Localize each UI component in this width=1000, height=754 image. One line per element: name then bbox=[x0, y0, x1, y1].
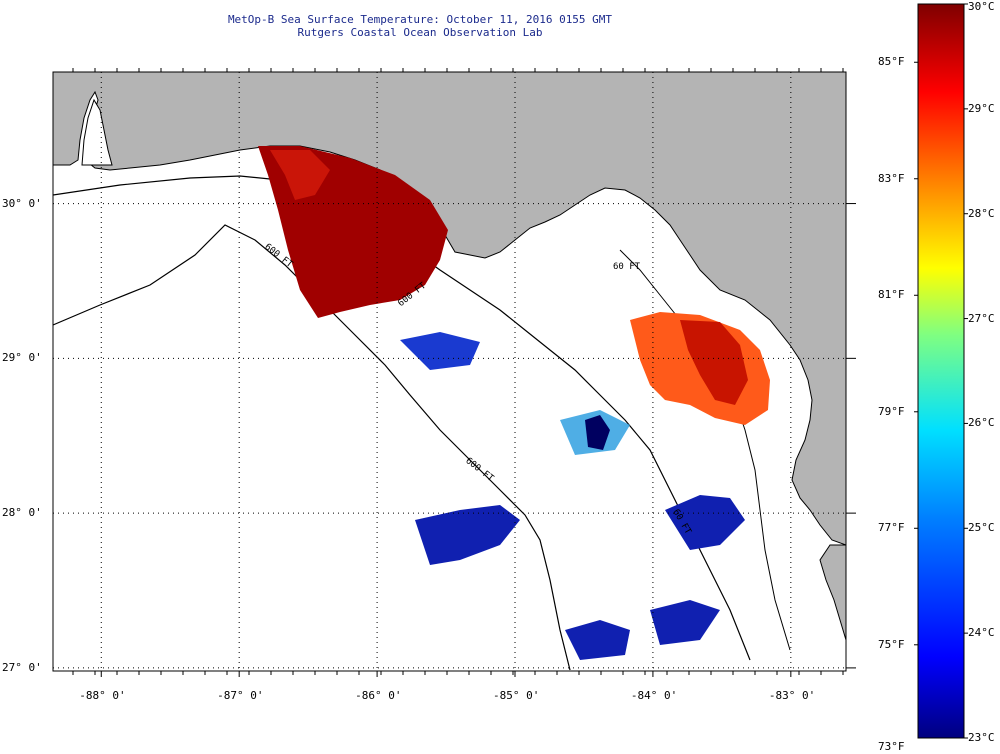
lat-tick-label: 27° 0' bbox=[2, 660, 42, 674]
lon-tick-label: -84° 0' bbox=[630, 689, 678, 702]
frame-ticks bbox=[72, 68, 856, 677]
lat-tick-label: 29° 0' bbox=[2, 351, 42, 365]
contour-label-60ft-1: 60 FT bbox=[613, 262, 641, 272]
colorbar-celsius-label: 30°C bbox=[968, 0, 995, 13]
colorbar-celsius-label: 25°C bbox=[968, 521, 995, 535]
colorbar-fahrenheit-label: 85°F bbox=[878, 55, 905, 69]
map-frame bbox=[52, 71, 847, 672]
colorbar-celsius-label: 28°C bbox=[968, 206, 995, 220]
contour-600ft bbox=[53, 224, 571, 671]
colorbar-celsius-label: 26°C bbox=[968, 416, 995, 430]
colorbar-celsius-label: 23°C bbox=[968, 731, 995, 744]
lat-tick-label: 28° 0' bbox=[2, 506, 42, 520]
lon-tick-label: -85° 0' bbox=[493, 689, 540, 702]
sst-swath-hot bbox=[270, 150, 330, 200]
colorbar-fahrenheit-label: 75°F bbox=[878, 637, 905, 651]
colorbar-celsius-label: 24°C bbox=[968, 626, 995, 640]
sst-cool-patch-5 bbox=[650, 600, 720, 645]
colorbar-celsius-label: 27°C bbox=[968, 311, 995, 325]
colorbar-fahrenheit-label: 73°F bbox=[878, 740, 905, 753]
lon-tick-label: -83° 0' bbox=[768, 689, 816, 702]
sst-hot-core-east bbox=[680, 320, 748, 405]
lat-tick-label: 30° 0' bbox=[2, 196, 42, 210]
colorbar-fahrenheit-label: 81°F bbox=[878, 288, 905, 302]
sst-dark-blob bbox=[585, 415, 610, 450]
sst-cool-patch-2 bbox=[665, 495, 745, 550]
lon-tick-label: -87° 0' bbox=[217, 689, 264, 702]
land-florida-peninsula bbox=[819, 544, 846, 641]
colorbar bbox=[917, 3, 965, 739]
colorbar-fahrenheit-label: 83°F bbox=[878, 171, 905, 185]
mobile-bay bbox=[81, 98, 113, 166]
colorbar-fahrenheit-label: 79°F bbox=[878, 404, 905, 418]
sst-cool-patch-3 bbox=[565, 620, 630, 660]
gridlines bbox=[53, 72, 846, 671]
colorbar-celsius-label: 29°C bbox=[968, 101, 995, 115]
lon-tick-label: -86° 0' bbox=[355, 689, 402, 702]
sst-cool-patch-1 bbox=[415, 505, 520, 565]
lon-tick-label: -88° 0' bbox=[79, 689, 126, 702]
colorbar-ticks bbox=[914, 3, 968, 739]
sst-cool-patch-4 bbox=[400, 332, 480, 370]
map-subtitle: Rutgers Coastal Ocean Observation Lab bbox=[297, 26, 543, 39]
colorbar-fahrenheit-label: 77°F bbox=[878, 521, 905, 535]
map-title: MetOp-B Sea Surface Temperature: October… bbox=[227, 13, 613, 26]
